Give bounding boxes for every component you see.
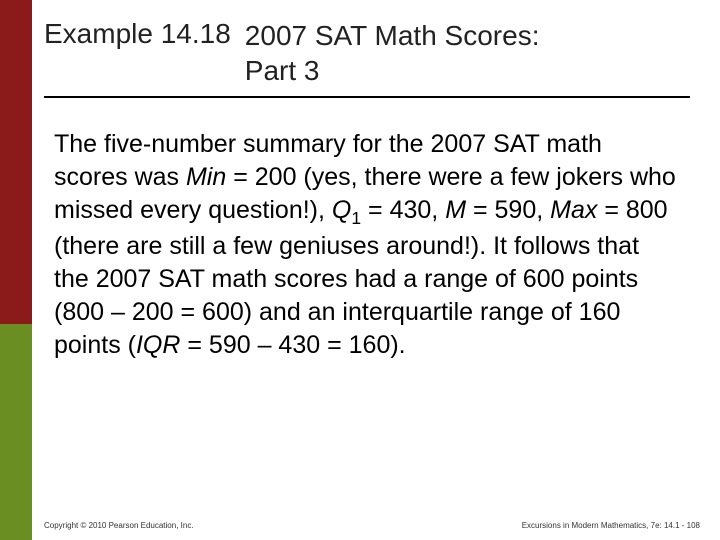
body-seg-4: = 590, (466, 196, 550, 224)
min-label: Min (186, 163, 226, 191)
m-label: M (445, 196, 466, 224)
title-line-2: Part 3 (245, 55, 320, 86)
example-number: Example 14.18 (44, 18, 245, 50)
accent-sidebar (0, 0, 32, 540)
sidebar-green-block (0, 324, 32, 540)
body-paragraph: The five-number summary for the 2007 SAT… (44, 128, 690, 362)
slide-title: 2007 SAT Math Scores: Part 3 (245, 18, 540, 88)
q1-label: Q (332, 196, 351, 224)
body-seg-3: = 430, (361, 196, 445, 224)
sidebar-red-block (0, 0, 32, 324)
max-label: Max (550, 196, 597, 224)
iqr-label: IQR (136, 331, 180, 359)
q1-subscript: 1 (351, 208, 361, 228)
title-line-1: 2007 SAT Math Scores: (245, 20, 540, 51)
title-row: Example 14.18 2007 SAT Math Scores: Part… (44, 18, 690, 98)
page-reference: Excursions in Modern Mathematics, 7e: 14… (522, 521, 700, 530)
footer: Copyright © 2010 Pearson Education, Inc.… (44, 521, 700, 530)
body-seg-6: = 590 – 430 = 160). (180, 331, 405, 359)
slide-content: Example 14.18 2007 SAT Math Scores: Part… (32, 0, 720, 540)
copyright-text: Copyright © 2010 Pearson Education, Inc. (44, 521, 194, 530)
